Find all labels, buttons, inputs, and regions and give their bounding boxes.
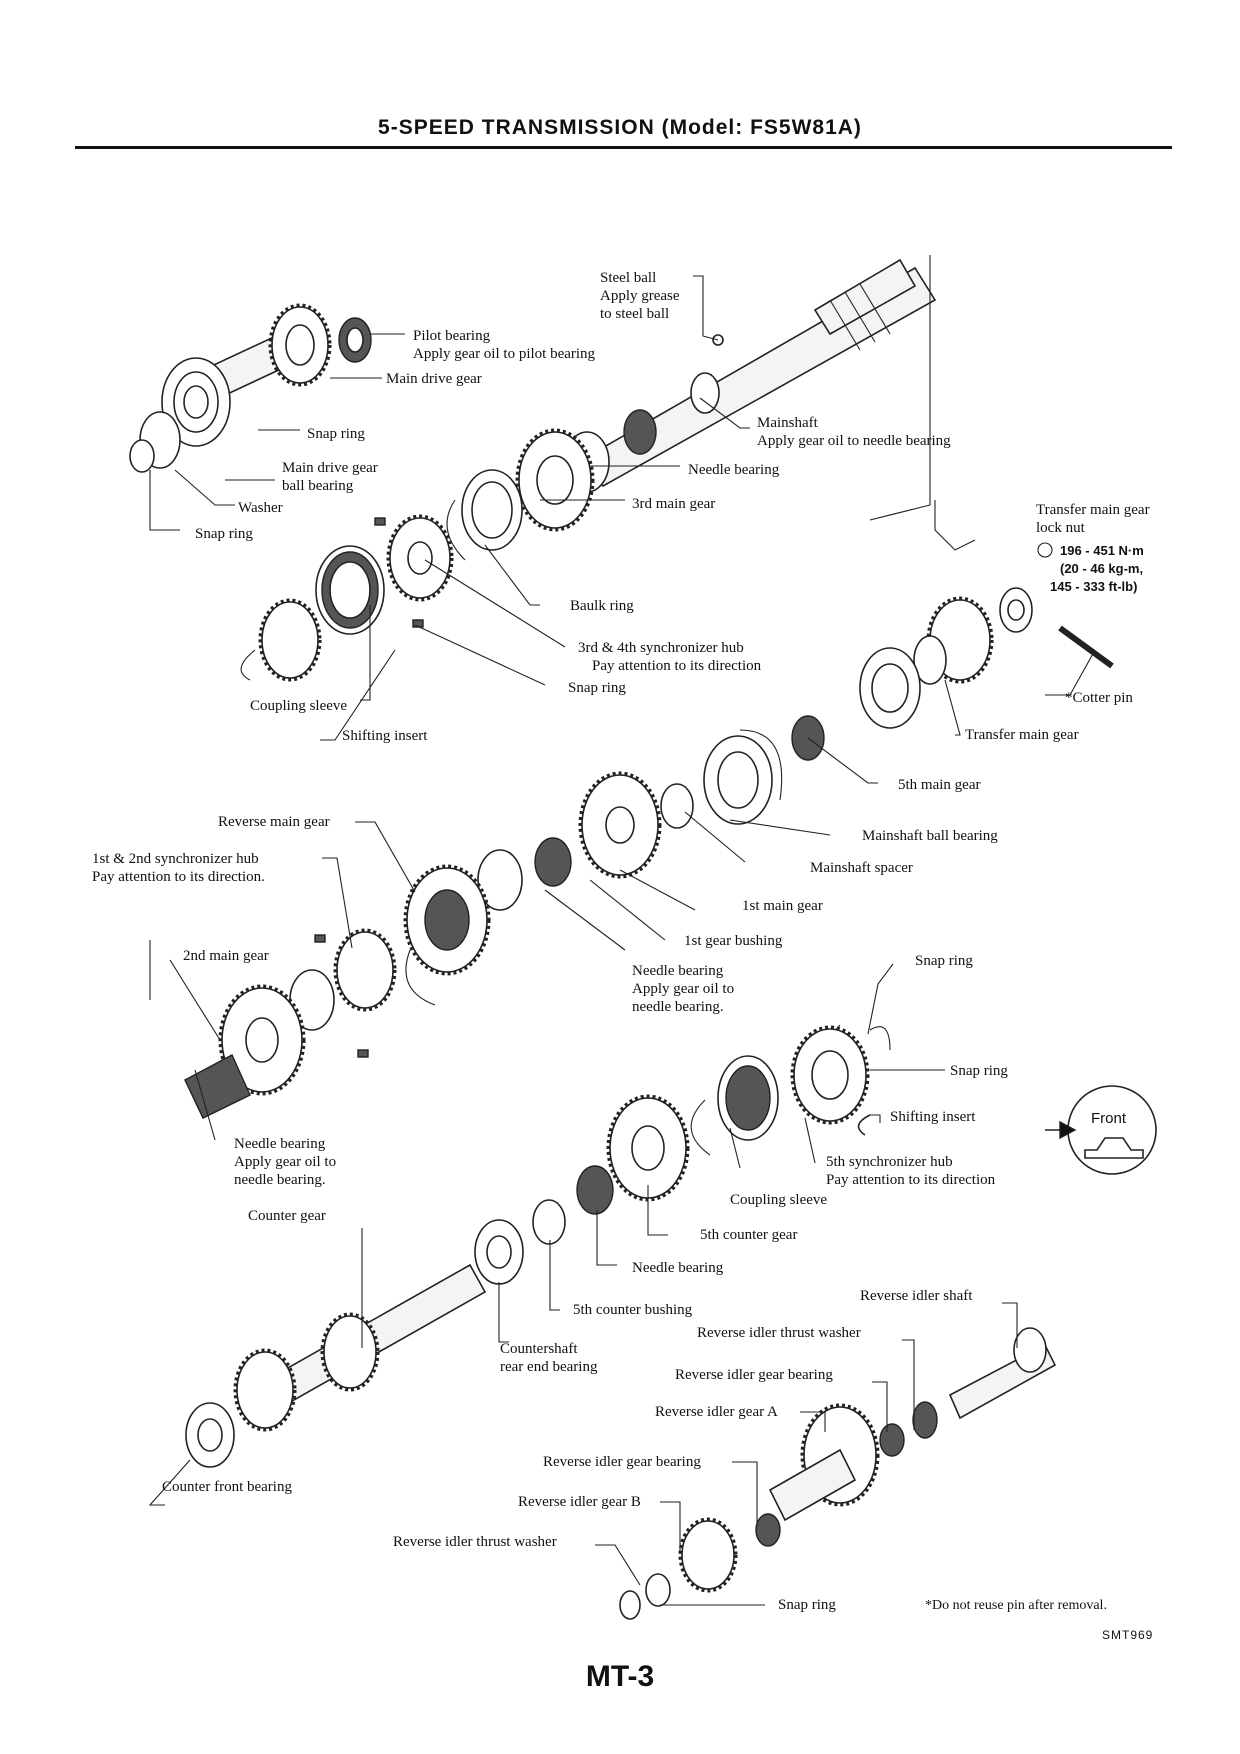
mainshaft-lower-drawing <box>184 647 921 1119</box>
label-reverse-idler-thrust-washer-1: Reverse idler thrust washer <box>697 1325 861 1341</box>
label-needle-bearing-1: Needle bearing <box>688 462 780 478</box>
label-coupling-sleeve-1: Coupling sleeve <box>250 698 347 714</box>
synchro-5-drawing <box>690 1024 891 1156</box>
label-5th-main-gear: 5th main gear <box>898 777 980 793</box>
page-title: 5-SPEED TRANSMISSION (Model: FS5W81A) <box>378 116 862 139</box>
label-mainshaft: Mainshaft Apply gear oil to needle beari… <box>757 415 951 449</box>
label-reverse-idler-gear-bearing-2: Reverse idler gear bearing <box>543 1454 701 1470</box>
label-snap-ring-2: Snap ring <box>195 526 253 542</box>
label-reverse-main-gear: Reverse main gear <box>218 814 330 830</box>
label-countershaft-rear-end-bearing: Countershaft rear end bearing <box>500 1341 598 1375</box>
label-synchro-hub-34: 3rd & 4th synchronizer hub Pay attention… <box>578 640 762 674</box>
footnote: *Do not reuse pin after removal. <box>925 1598 1107 1613</box>
label-shifting-insert-1: Shifting insert <box>342 728 428 744</box>
label-needle-bearing-4: Needle bearing <box>632 1260 724 1276</box>
label-main-drive-gear-ball-bearing: Main drive gear ball bearing <box>282 460 382 494</box>
label-5th-counter-gear: 5th counter gear <box>700 1227 797 1243</box>
label-1st-main-gear: 1st main gear <box>742 898 823 914</box>
label-3rd-main-gear: 3rd main gear <box>632 496 715 512</box>
label-coupling-sleeve-2: Coupling sleeve <box>730 1192 827 1208</box>
label-mainshaft-ball-bearing: Mainshaft ball bearing <box>862 828 998 844</box>
label-transfer-main-gear-lock-nut: Transfer main gear lock nut <box>1036 502 1153 536</box>
label-steel-ball: Steel ball Apply grease to steel ball <box>600 270 683 322</box>
main-drive-gear-drawing <box>129 303 332 473</box>
reverse-idler-drawing <box>619 1327 1057 1620</box>
label-reverse-idler-gear-a: Reverse idler gear A <box>655 1404 778 1420</box>
label-snap-ring-5: Snap ring <box>950 1063 1008 1079</box>
label-counter-front-bearing: Counter front bearing <box>162 1479 292 1495</box>
front-direction-badge <box>1045 1085 1157 1175</box>
label-reverse-idler-gear-b: Reverse idler gear B <box>518 1494 641 1510</box>
label-needle-bearing-3: Needle bearing Apply gear oil to needle … <box>234 1136 340 1188</box>
leader-lines <box>148 255 1096 1606</box>
label-torque-spec: 196 - 451 N·m (20 - 46 kg-m, 145 - 333 f… <box>1050 543 1147 594</box>
header-rule <box>75 146 1172 149</box>
torque-icon <box>1037 542 1053 558</box>
counter-gear-drawing <box>185 1094 690 1468</box>
label-baulk-ring: Baulk ring <box>570 598 634 614</box>
mainshaft-drawing <box>515 258 937 532</box>
label-front: Front <box>1091 1110 1127 1127</box>
label-main-drive-gear: Main drive gear <box>386 371 482 387</box>
label-reverse-idler-thrust-washer-2: Reverse idler thrust washer <box>393 1534 557 1550</box>
label-counter-gear: Counter gear <box>248 1208 326 1224</box>
label-reverse-idler-shaft: Reverse idler shaft <box>860 1288 973 1304</box>
label-snap-ring-4: Snap ring <box>915 953 973 969</box>
pilot-bearing-drawing <box>338 317 372 363</box>
label-washer: Washer <box>238 500 283 516</box>
figure-code: SMT969 <box>1102 1628 1154 1642</box>
label-mainshaft-spacer: Mainshaft spacer <box>810 860 913 876</box>
label-reverse-idler-gear-bearing-1: Reverse idler gear bearing <box>675 1367 833 1383</box>
transfer-main-gear-drawing <box>913 587 1114 685</box>
label-1st-gear-bushing: 1st gear bushing <box>684 933 783 949</box>
label-snap-ring-6: Snap ring <box>778 1597 836 1613</box>
callout-labels: Steel ball Apply grease to steel ball Pi… <box>92 270 1153 1613</box>
label-synchro-hub-5: 5th synchronizer hub Pay attention to it… <box>826 1154 996 1188</box>
synchro-34-drawing <box>240 469 523 682</box>
label-transfer-main-gear: Transfer main gear <box>965 727 1079 743</box>
label-pilot-bearing: Pilot bearing Apply gear oil to pilot be… <box>413 328 596 362</box>
label-snap-ring-3: Snap ring <box>568 680 626 696</box>
label-2nd-main-gear: 2nd main gear <box>183 948 269 964</box>
label-synchro-hub-12: 1st & 2nd synchronizer hub Pay attention… <box>92 851 265 885</box>
label-snap-ring-1: Snap ring <box>307 426 365 442</box>
label-needle-bearing-2: Needle bearing Apply gear oil to needle … <box>632 963 738 1015</box>
label-cotter-pin: *Cotter pin <box>1065 690 1133 706</box>
label-shifting-insert-2: Shifting insert <box>890 1109 976 1125</box>
label-5th-counter-bushing: 5th counter bushing <box>573 1302 693 1318</box>
page-number: MT-3 <box>585 1660 655 1693</box>
